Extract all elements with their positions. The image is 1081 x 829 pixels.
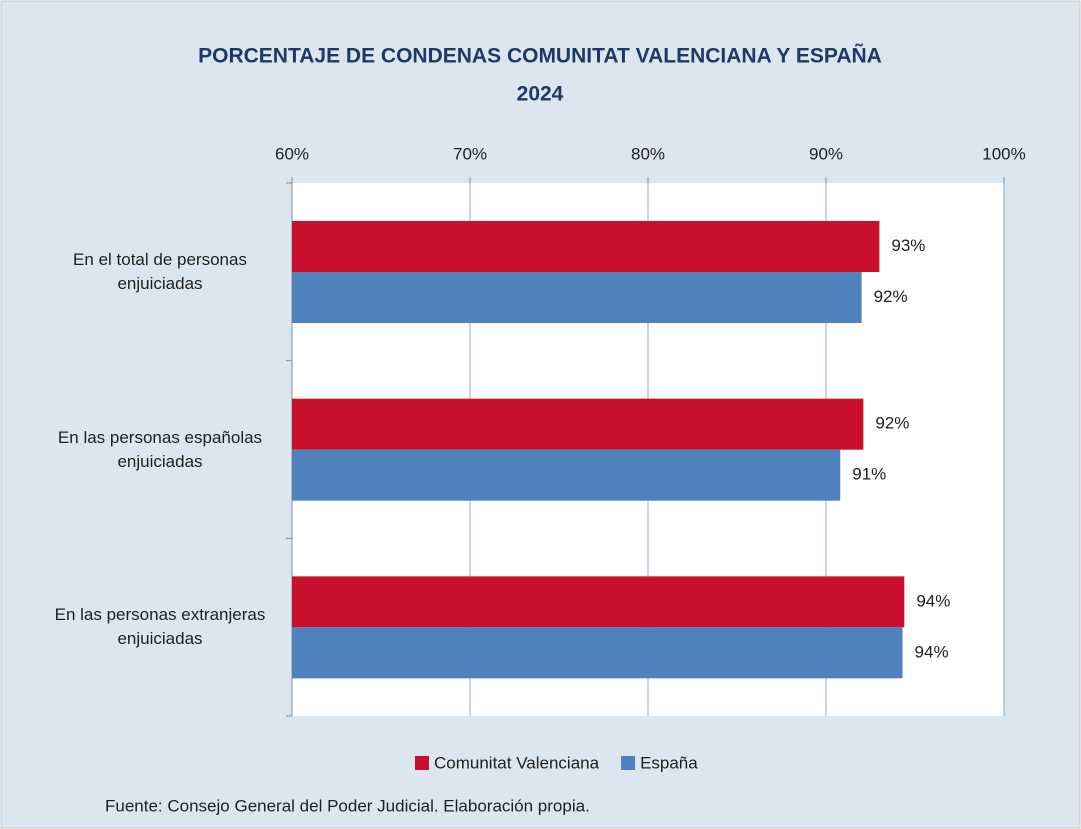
x-tick-label: 60% — [275, 144, 309, 163]
y-tick-label: En las personas españolas enjuiciadas — [57, 427, 263, 471]
data-label: 94% — [916, 591, 950, 610]
chart-title: PORCENTAJE DE CONDENAS COMUNITAT VALENCI… — [198, 45, 882, 68]
data-label: 92% — [874, 287, 908, 306]
bar — [292, 398, 864, 450]
bar — [292, 627, 903, 679]
data-label: 94% — [915, 642, 949, 661]
data-label: 93% — [891, 236, 925, 255]
x-tick-label: 80% — [631, 144, 665, 163]
x-tick-label: 90% — [809, 144, 843, 163]
chart-subtitle: 2024 — [517, 83, 564, 106]
data-label: 92% — [875, 414, 909, 433]
bar — [292, 449, 841, 501]
data-label: 91% — [852, 465, 886, 484]
bar — [292, 272, 862, 324]
bar — [292, 576, 905, 628]
bar — [292, 221, 880, 273]
legend-label: España — [640, 753, 698, 772]
x-tick-label: 70% — [453, 144, 487, 163]
x-tick-label: 100% — [982, 144, 1025, 163]
y-tick-label: En las personas extranjeras enjuiciadas — [54, 605, 266, 649]
y-tick-label: En el total de personas enjuiciadas — [73, 249, 247, 293]
legend-label: Comunitat Valenciana — [434, 753, 600, 772]
source-note: Fuente: Consejo General del Poder Judici… — [105, 796, 590, 815]
legend-swatch — [621, 756, 636, 770]
legend-swatch — [415, 756, 429, 770]
